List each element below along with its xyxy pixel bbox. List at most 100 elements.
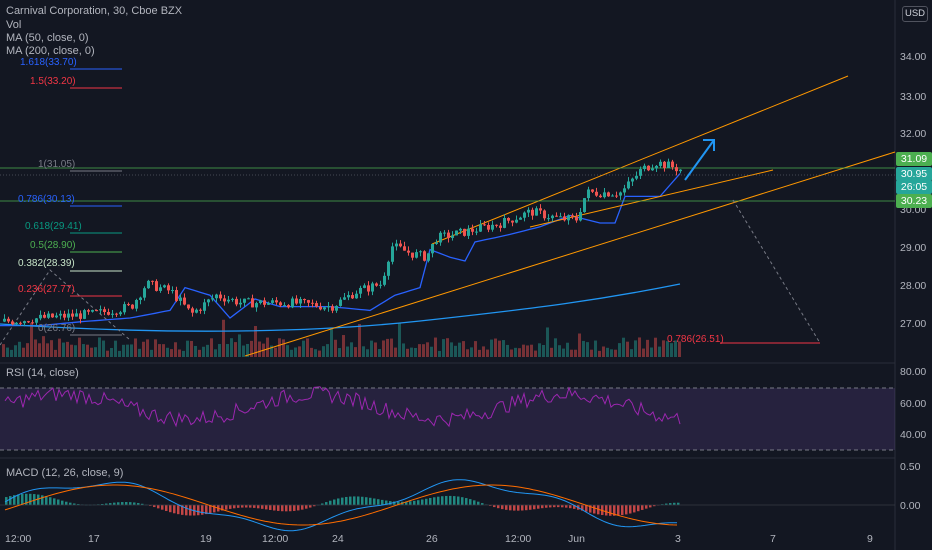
drawings[interactable] bbox=[0, 75, 896, 357]
macd-histogram-bar bbox=[397, 501, 400, 505]
candle-body bbox=[679, 169, 682, 172]
candle-body bbox=[367, 285, 370, 292]
volume-legend[interactable]: Vol bbox=[6, 19, 22, 31]
macd-histogram-bar bbox=[121, 502, 124, 505]
volume-bar bbox=[618, 343, 621, 357]
candle-body bbox=[335, 305, 338, 311]
volume-bar bbox=[454, 345, 457, 357]
currency-button[interactable]: USD bbox=[902, 6, 928, 22]
macd-plot bbox=[0, 479, 895, 532]
candle-body bbox=[271, 300, 274, 303]
macd-histogram-bar bbox=[233, 505, 236, 509]
macd-histogram-bar bbox=[525, 505, 528, 511]
volume-bar bbox=[30, 323, 33, 357]
price-tick: 27.00 bbox=[900, 318, 927, 330]
ma50-legend[interactable]: MA (50, close, 0) bbox=[6, 32, 89, 44]
candle-body bbox=[379, 284, 382, 286]
time-tick: 12:00 bbox=[505, 533, 532, 545]
candle-body bbox=[207, 299, 210, 303]
volume-bar bbox=[134, 338, 137, 357]
candle-body bbox=[579, 212, 582, 221]
volume-bar bbox=[662, 340, 665, 357]
volume-bar bbox=[10, 349, 13, 357]
candle-body bbox=[339, 299, 342, 306]
candle-body bbox=[83, 310, 86, 319]
macd-histogram-bar bbox=[101, 503, 104, 505]
candle-body bbox=[239, 302, 242, 305]
candle-body bbox=[395, 243, 398, 247]
candle-body bbox=[319, 306, 322, 310]
candle-body bbox=[355, 293, 358, 299]
volume-bar bbox=[114, 340, 117, 357]
macd-histogram-bar bbox=[605, 505, 608, 516]
candle-body bbox=[651, 168, 654, 171]
macd-histogram-bar bbox=[229, 505, 232, 509]
macd-histogram-bar bbox=[277, 505, 280, 511]
ma200-legend[interactable]: MA (200, close, 0) bbox=[6, 45, 95, 57]
volume-bar bbox=[214, 349, 217, 357]
volume-bars bbox=[2, 319, 681, 357]
volume-bar bbox=[334, 339, 337, 357]
symbol-title[interactable]: Carnival Corporation, 30, Cboe BZX bbox=[6, 5, 183, 17]
volume-bar bbox=[362, 346, 365, 357]
rsi-tick: 80.00 bbox=[900, 366, 927, 378]
candle-body bbox=[447, 232, 450, 238]
candle-body bbox=[187, 304, 190, 309]
macd-histogram-bar bbox=[153, 505, 156, 508]
volume-bar bbox=[390, 338, 393, 357]
macd-histogram-bar bbox=[533, 505, 536, 510]
volume-bar bbox=[326, 344, 329, 357]
candle-body bbox=[479, 224, 482, 232]
candle-body bbox=[591, 189, 594, 192]
macd-histogram-bar bbox=[69, 502, 72, 505]
macd-histogram-bar bbox=[105, 503, 108, 505]
macd-histogram-bar bbox=[449, 495, 452, 505]
candle-body bbox=[263, 300, 266, 305]
candle-body bbox=[511, 220, 514, 223]
rsi-legend[interactable]: RSI (14, close) bbox=[6, 367, 79, 379]
macd-histogram-bar bbox=[25, 493, 28, 505]
candle-body bbox=[27, 321, 30, 323]
macd-histogram-bar bbox=[461, 497, 464, 505]
volume-bar bbox=[478, 349, 481, 357]
volume-bar bbox=[350, 342, 353, 357]
volume-bar bbox=[182, 350, 185, 357]
volume-bar bbox=[42, 336, 45, 357]
volume-bar bbox=[254, 326, 257, 357]
candle-body bbox=[163, 285, 166, 288]
fib-label-15: 1.5(33.20) bbox=[30, 76, 76, 87]
volume-bar bbox=[406, 348, 409, 357]
macd-histogram-bar bbox=[453, 496, 456, 505]
candle-body bbox=[211, 298, 214, 300]
candle-body bbox=[383, 275, 386, 285]
volume-bar bbox=[158, 344, 161, 357]
candle-body bbox=[455, 230, 458, 236]
fib-retracement[interactable] bbox=[70, 68, 122, 336]
rsi-tick: 40.00 bbox=[900, 429, 927, 441]
macd-legend[interactable]: MACD (12, 26, close, 9) bbox=[6, 467, 124, 479]
macd-histogram-bar bbox=[273, 505, 276, 511]
macd-histogram-bar bbox=[49, 497, 52, 505]
volume-bar bbox=[430, 346, 433, 357]
volume-bar bbox=[658, 346, 661, 357]
candle-body bbox=[351, 295, 354, 299]
signal-line bbox=[4, 484, 678, 526]
candle-body bbox=[547, 218, 550, 220]
candle-body bbox=[323, 307, 326, 310]
candle-body bbox=[3, 318, 6, 322]
volume-bar bbox=[614, 349, 617, 357]
volume-bar bbox=[314, 349, 317, 357]
macd-histogram-bar bbox=[73, 503, 76, 505]
candle-body bbox=[419, 251, 422, 253]
volume-bar bbox=[666, 341, 669, 357]
candle-body bbox=[359, 287, 362, 294]
fib-label-0618: 0.618(29.41) bbox=[25, 221, 82, 232]
volume-bar bbox=[438, 350, 441, 357]
volume-bar bbox=[678, 341, 681, 357]
candle-body bbox=[423, 251, 426, 261]
macd-histogram-bar bbox=[225, 505, 228, 510]
macd-histogram-bar bbox=[177, 505, 180, 515]
candle-body bbox=[127, 304, 130, 306]
macd-histogram-bar bbox=[109, 503, 112, 505]
